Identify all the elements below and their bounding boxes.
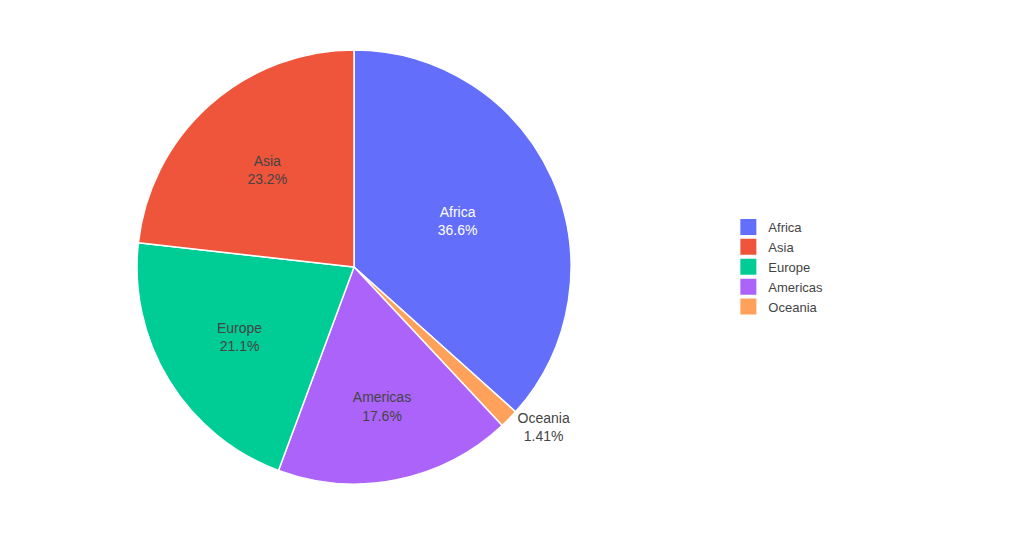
svg-text:Oceania1.41%: Oceania1.41% <box>518 410 570 444</box>
svg-text:Americas17.6%: Americas17.6% <box>353 389 411 423</box>
svg-text:Europe21.1%: Europe21.1% <box>217 320 262 354</box>
svg-text:Asia23.2%: Asia23.2% <box>247 153 287 187</box>
svg-text:Oceania: Oceania <box>768 300 817 315</box>
svg-text:Africa: Africa <box>768 220 802 235</box>
svg-text:Americas: Americas <box>768 280 823 295</box>
svg-text:Asia: Asia <box>768 240 794 255</box>
svg-text:Africa36.6%: Africa36.6% <box>438 204 478 238</box>
svg-text:Europe: Europe <box>768 260 810 275</box>
